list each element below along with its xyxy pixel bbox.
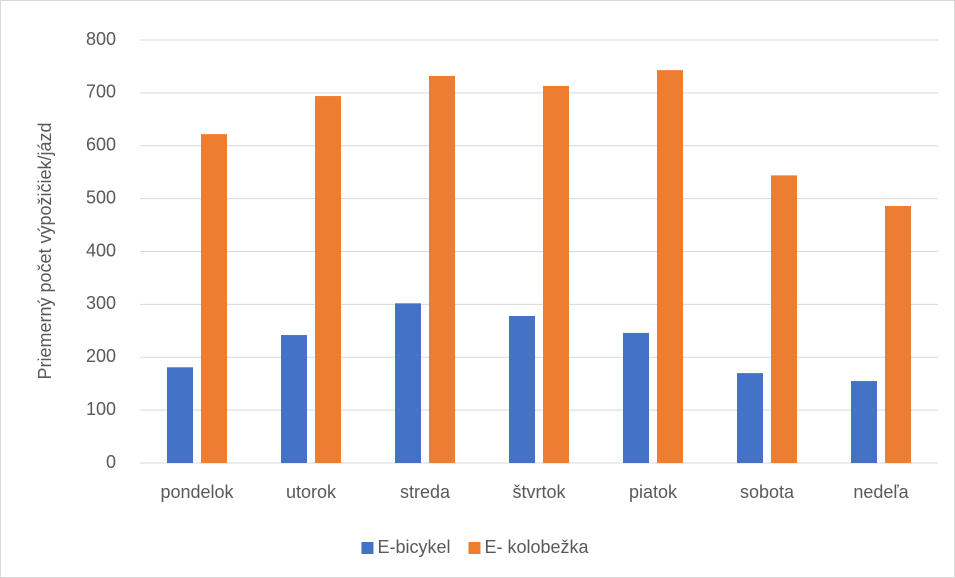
bar xyxy=(281,335,307,463)
bar xyxy=(509,316,535,463)
x-tick-label: streda xyxy=(400,482,451,502)
x-tick-label: sobota xyxy=(740,482,795,502)
bar xyxy=(851,381,877,463)
y-tick-label: 500 xyxy=(86,187,116,207)
y-tick-label: 300 xyxy=(86,293,116,313)
legend-swatch xyxy=(361,542,374,554)
legend-label: E- kolobežka xyxy=(484,537,589,557)
bar xyxy=(885,206,911,463)
x-tick-label: utorok xyxy=(286,482,337,502)
bar xyxy=(657,70,683,464)
bar xyxy=(315,96,341,464)
legend-swatch xyxy=(468,542,481,554)
bar xyxy=(737,373,763,463)
bar xyxy=(543,86,569,463)
y-tick-label: 700 xyxy=(86,82,116,102)
bar xyxy=(167,367,193,463)
x-tick-label: štvrtok xyxy=(512,482,566,502)
y-tick-label: 200 xyxy=(86,346,116,366)
x-tick-label: piatok xyxy=(629,482,678,502)
x-tick-label: pondelok xyxy=(160,482,234,502)
bar xyxy=(771,175,797,464)
y-tick-label: 100 xyxy=(86,399,116,419)
y-tick-label: 400 xyxy=(86,240,116,260)
bar xyxy=(395,303,421,463)
y-tick-label: 600 xyxy=(86,135,116,155)
bar xyxy=(201,134,227,463)
legend-label: E-bicykel xyxy=(377,537,450,557)
y-tick-label: 0 xyxy=(106,452,116,472)
y-tick-label: 800 xyxy=(86,29,116,49)
x-tick-label: nedeľa xyxy=(853,482,909,502)
y-axis-title: Priemerný počet výpožičiek/jázd xyxy=(35,122,55,379)
bar xyxy=(429,75,455,463)
bar xyxy=(623,332,649,463)
